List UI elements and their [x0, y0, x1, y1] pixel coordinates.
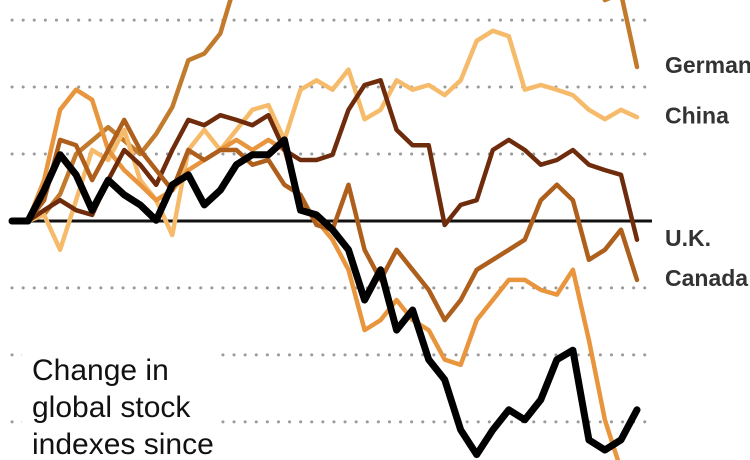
annotation-backing — [22, 338, 218, 460]
series-line — [9, 87, 621, 460]
labels: Germany China U.K. Canada Change in global st… — [22, 52, 750, 460]
annotation: Change in — [32, 354, 169, 387]
series-label: U.K. — [665, 225, 711, 251]
series-line — [9, 117, 640, 323]
series-line — [9, 28, 640, 253]
series-label: China — [665, 102, 729, 128]
annotation: indexes since — [32, 428, 214, 460]
series-label: Germany — [665, 52, 750, 78]
series-line — [9, 78, 640, 242]
annotation: global stock — [32, 391, 191, 424]
series-label: Canada — [665, 265, 748, 291]
series-line — [8, 136, 641, 459]
lines — [8, 0, 641, 460]
